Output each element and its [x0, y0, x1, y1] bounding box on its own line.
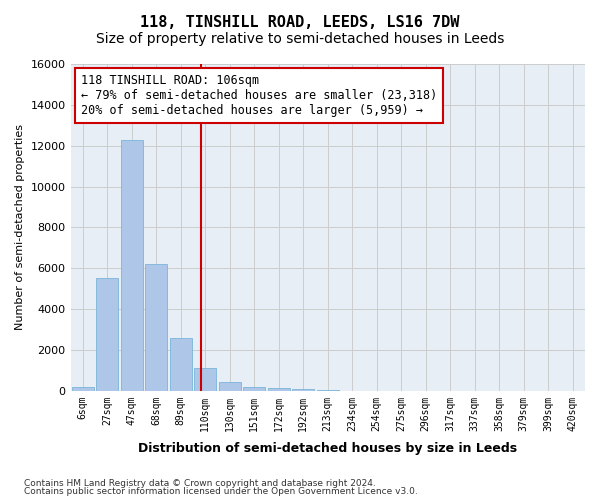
Bar [145, 264, 167, 391]
Text: Contains public sector information licensed under the Open Government Licence v3: Contains public sector information licen… [24, 487, 418, 496]
Bar [243, 386, 265, 391]
Bar [292, 389, 314, 391]
Bar [317, 390, 339, 391]
Text: Size of property relative to semi-detached houses in Leeds: Size of property relative to semi-detach… [96, 32, 504, 46]
Text: 118 TINSHILL ROAD: 106sqm
← 79% of semi-detached houses are smaller (23,318)
20%: 118 TINSHILL ROAD: 106sqm ← 79% of semi-… [81, 74, 437, 117]
Bar [219, 382, 241, 391]
Bar [268, 388, 290, 391]
Text: Contains HM Land Registry data © Crown copyright and database right 2024.: Contains HM Land Registry data © Crown c… [24, 478, 376, 488]
Bar [170, 338, 192, 391]
X-axis label: Distribution of semi-detached houses by size in Leeds: Distribution of semi-detached houses by … [138, 442, 517, 455]
Bar [96, 278, 118, 391]
Y-axis label: Number of semi-detached properties: Number of semi-detached properties [15, 124, 25, 330]
Text: 118, TINSHILL ROAD, LEEDS, LS16 7DW: 118, TINSHILL ROAD, LEEDS, LS16 7DW [140, 15, 460, 30]
Bar [194, 368, 217, 391]
Bar [72, 386, 94, 391]
Bar [121, 140, 143, 391]
